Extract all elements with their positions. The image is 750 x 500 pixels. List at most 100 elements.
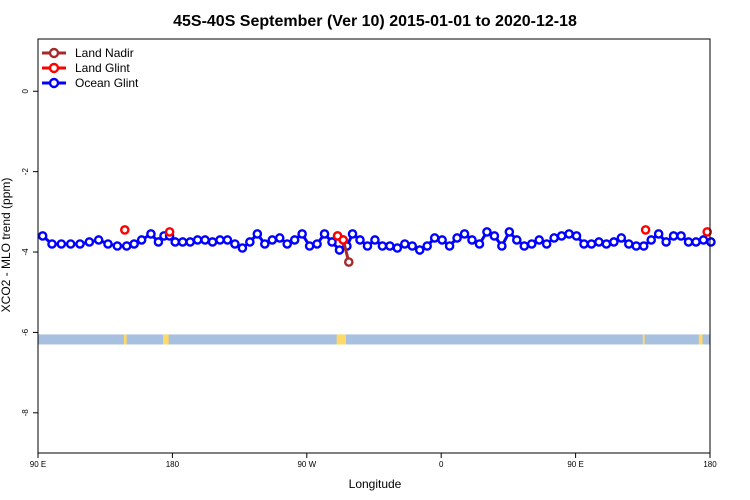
land-segment bbox=[698, 334, 703, 345]
data-point bbox=[640, 225, 651, 235]
y-tick-label: -8 bbox=[21, 409, 30, 417]
chart-title: 45S-40S September (Ver 10) 2015-01-01 to… bbox=[173, 13, 577, 30]
data-point bbox=[222, 235, 233, 245]
plot-frame bbox=[37, 38, 711, 454]
data-point bbox=[84, 237, 95, 247]
data-point bbox=[452, 233, 462, 243]
data-point bbox=[414, 245, 425, 255]
data-point bbox=[616, 233, 627, 243]
data-point bbox=[312, 239, 322, 249]
data-point bbox=[646, 235, 657, 245]
data-point bbox=[215, 235, 225, 245]
legend-marker bbox=[48, 62, 60, 74]
data-point bbox=[93, 235, 104, 245]
data-point bbox=[489, 231, 500, 241]
x-tick-label: 0 bbox=[439, 460, 444, 469]
data-point bbox=[75, 239, 85, 249]
data-point bbox=[385, 241, 395, 251]
data-point bbox=[437, 235, 447, 245]
data-point bbox=[65, 239, 76, 249]
legend-label: Land Glint bbox=[75, 61, 130, 75]
data-point bbox=[661, 237, 671, 247]
data-point bbox=[347, 229, 358, 239]
data-point bbox=[702, 227, 713, 237]
data-point bbox=[237, 243, 248, 253]
data-point bbox=[230, 239, 240, 249]
data-point bbox=[319, 229, 330, 239]
data-point bbox=[200, 235, 210, 245]
data-point bbox=[103, 239, 113, 249]
land-segment bbox=[163, 334, 169, 345]
x-tick-label: 90 E bbox=[567, 460, 583, 469]
data-point bbox=[698, 235, 709, 245]
data-point bbox=[399, 239, 410, 249]
data-point bbox=[112, 241, 123, 251]
x-tick-label: 90 W bbox=[297, 460, 316, 469]
data-point bbox=[459, 229, 470, 239]
data-point bbox=[549, 233, 559, 243]
x-tick-label: 180 bbox=[166, 460, 180, 469]
data-point bbox=[245, 237, 255, 247]
data-point bbox=[282, 239, 293, 249]
data-point bbox=[192, 235, 203, 245]
data-point bbox=[631, 241, 642, 251]
data-point bbox=[56, 239, 67, 249]
data-point bbox=[146, 229, 156, 239]
x-tick-label: 180 bbox=[703, 460, 717, 469]
legend-label: Land Nadir bbox=[75, 46, 134, 60]
plot-series bbox=[37, 225, 716, 267]
data-point bbox=[653, 229, 664, 239]
data-point bbox=[504, 227, 515, 237]
data-point bbox=[512, 235, 522, 245]
series-land-glint bbox=[120, 225, 713, 245]
data-point bbox=[304, 241, 315, 251]
data-point bbox=[706, 237, 716, 247]
data-point bbox=[407, 241, 418, 251]
x-tick-label: 90 E bbox=[30, 460, 46, 469]
data-point bbox=[177, 237, 188, 247]
data-point bbox=[609, 237, 619, 247]
data-point bbox=[129, 239, 139, 249]
data-point bbox=[274, 233, 285, 243]
axes: 90 E 180 90 W 0 90 E 180 0 -2 -4 -6 -8 bbox=[21, 88, 717, 469]
y-tick-label: 0 bbox=[21, 88, 30, 93]
data-point bbox=[136, 235, 147, 245]
data-point bbox=[185, 237, 195, 247]
data-point bbox=[422, 241, 433, 251]
data-point bbox=[355, 235, 365, 245]
data-point bbox=[338, 235, 349, 245]
data-point bbox=[474, 239, 485, 249]
data-point bbox=[519, 241, 530, 251]
data-point bbox=[638, 241, 649, 251]
ocean-band bbox=[38, 334, 710, 345]
data-point bbox=[289, 235, 300, 245]
y-tick-label: -6 bbox=[21, 328, 30, 336]
data-point bbox=[327, 237, 337, 247]
data-point bbox=[429, 233, 440, 243]
data-point bbox=[47, 239, 57, 249]
data-point bbox=[601, 239, 612, 249]
data-point bbox=[556, 231, 567, 241]
data-point bbox=[207, 237, 218, 247]
data-point bbox=[334, 245, 345, 255]
data-point bbox=[120, 225, 130, 235]
data-point bbox=[497, 241, 507, 251]
data-point bbox=[170, 237, 180, 247]
data-point bbox=[444, 241, 455, 251]
data-point bbox=[668, 231, 679, 241]
data-point bbox=[579, 239, 589, 249]
data-point bbox=[571, 231, 582, 241]
data-point bbox=[586, 239, 597, 249]
data-point bbox=[267, 235, 278, 245]
data-point bbox=[37, 231, 48, 241]
data-point bbox=[343, 257, 354, 267]
data-point bbox=[683, 237, 694, 247]
legend-label: Ocean Glint bbox=[75, 76, 139, 90]
data-point bbox=[153, 237, 164, 247]
data-point bbox=[121, 241, 132, 251]
land-segment bbox=[642, 334, 645, 345]
data-point bbox=[624, 239, 634, 249]
land-segment bbox=[123, 334, 127, 345]
